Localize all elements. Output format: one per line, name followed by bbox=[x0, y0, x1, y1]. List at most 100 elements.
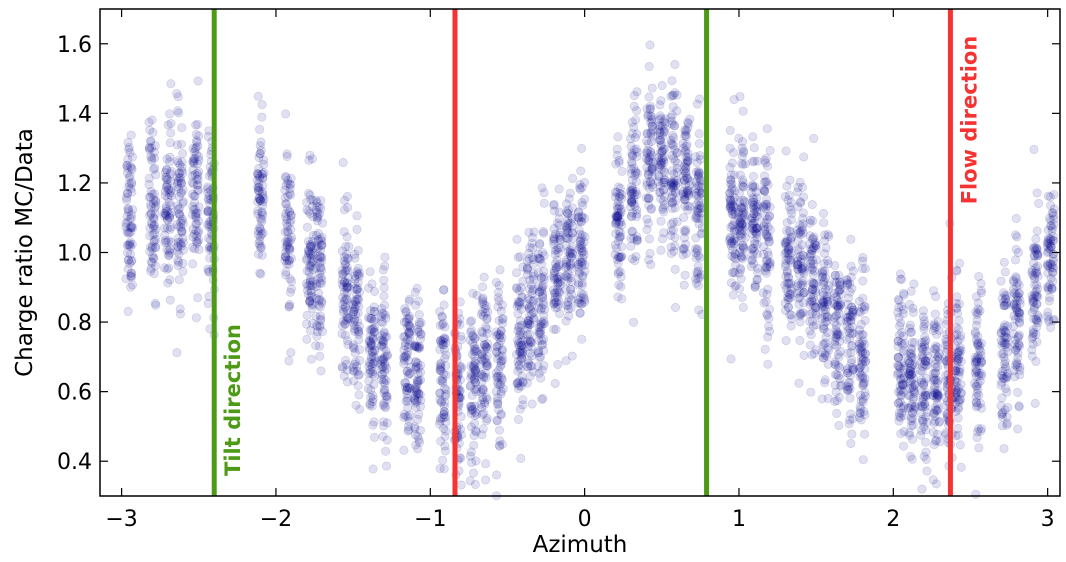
data-point bbox=[316, 252, 326, 262]
data-point bbox=[164, 263, 174, 273]
data-point bbox=[342, 278, 352, 288]
data-point bbox=[281, 109, 291, 119]
data-point bbox=[670, 302, 680, 312]
data-point bbox=[694, 139, 704, 149]
data-point bbox=[920, 337, 930, 347]
data-point bbox=[190, 191, 200, 201]
data-point bbox=[341, 258, 351, 268]
data-point bbox=[845, 287, 855, 297]
data-point bbox=[147, 156, 157, 166]
data-point bbox=[146, 263, 156, 273]
data-point bbox=[174, 168, 184, 178]
data-point bbox=[513, 252, 523, 262]
data-point bbox=[305, 150, 315, 160]
data-point bbox=[306, 285, 316, 295]
data-point bbox=[285, 274, 295, 284]
data-point bbox=[146, 202, 156, 212]
data-point bbox=[351, 400, 361, 410]
data-point bbox=[125, 171, 135, 181]
data-point bbox=[523, 318, 533, 328]
data-point bbox=[1015, 365, 1025, 375]
data-point bbox=[728, 290, 738, 300]
data-point bbox=[281, 181, 291, 191]
data-point bbox=[312, 327, 322, 337]
data-point bbox=[414, 326, 424, 336]
data-point bbox=[440, 353, 450, 363]
x-tick-label: −1 bbox=[414, 507, 446, 532]
data-point bbox=[145, 231, 155, 241]
y-tick-label: 0.6 bbox=[57, 381, 92, 406]
data-point bbox=[162, 154, 172, 164]
data-point bbox=[1043, 191, 1053, 201]
data-point bbox=[555, 309, 565, 319]
data-point bbox=[337, 363, 347, 373]
data-point bbox=[538, 227, 548, 237]
data-point bbox=[303, 236, 313, 246]
data-point bbox=[365, 267, 375, 277]
data-point bbox=[122, 226, 132, 236]
data-point bbox=[807, 263, 817, 273]
data-point bbox=[496, 410, 506, 420]
data-point bbox=[174, 249, 184, 259]
data-point bbox=[149, 221, 159, 231]
data-point bbox=[126, 256, 136, 266]
data-point bbox=[1013, 387, 1023, 397]
data-point bbox=[284, 259, 294, 269]
data-point bbox=[399, 445, 409, 455]
data-point bbox=[286, 225, 296, 235]
data-point bbox=[188, 189, 198, 199]
data-point bbox=[610, 240, 620, 250]
data-point bbox=[1032, 337, 1042, 347]
data-point bbox=[1011, 244, 1021, 254]
data-point bbox=[258, 192, 268, 202]
data-point bbox=[127, 239, 137, 249]
data-point bbox=[314, 294, 324, 304]
data-point bbox=[680, 270, 690, 280]
data-point bbox=[670, 264, 680, 274]
data-point bbox=[150, 298, 160, 308]
data-point bbox=[148, 199, 158, 209]
data-point bbox=[670, 156, 680, 166]
data-point bbox=[282, 255, 292, 265]
data-point bbox=[147, 258, 157, 268]
data-point bbox=[615, 267, 625, 277]
data-point bbox=[627, 175, 637, 185]
data-point bbox=[194, 167, 204, 177]
data-point bbox=[189, 205, 199, 215]
data-point bbox=[194, 155, 204, 165]
data-point bbox=[149, 253, 159, 263]
data-point bbox=[312, 198, 322, 208]
data-point bbox=[258, 181, 268, 191]
data-point bbox=[342, 249, 352, 259]
data-point bbox=[255, 222, 265, 232]
data-point bbox=[616, 194, 626, 204]
data-point bbox=[306, 258, 316, 268]
data-point bbox=[976, 424, 986, 434]
data-point bbox=[341, 241, 351, 251]
data-point bbox=[516, 348, 526, 358]
data-point bbox=[470, 479, 480, 489]
data-point bbox=[399, 317, 409, 327]
data-point bbox=[656, 216, 666, 226]
data-point bbox=[124, 240, 134, 250]
data-point bbox=[176, 176, 186, 186]
data-point bbox=[379, 291, 389, 301]
data-point bbox=[513, 414, 523, 424]
data-point bbox=[146, 208, 156, 218]
data-point bbox=[1013, 424, 1023, 434]
data-point bbox=[175, 173, 185, 183]
data-point bbox=[644, 234, 654, 244]
data-point bbox=[377, 304, 387, 314]
data-point bbox=[307, 154, 317, 164]
data-point bbox=[352, 366, 362, 376]
data-point bbox=[341, 315, 351, 325]
data-point bbox=[305, 262, 315, 272]
data-point bbox=[456, 412, 466, 422]
data-point bbox=[340, 319, 350, 329]
data-point bbox=[284, 207, 294, 217]
data-point bbox=[203, 184, 213, 194]
data-point bbox=[1046, 273, 1056, 283]
data-point bbox=[146, 136, 156, 146]
data-point bbox=[259, 194, 269, 204]
data-point bbox=[613, 182, 623, 192]
